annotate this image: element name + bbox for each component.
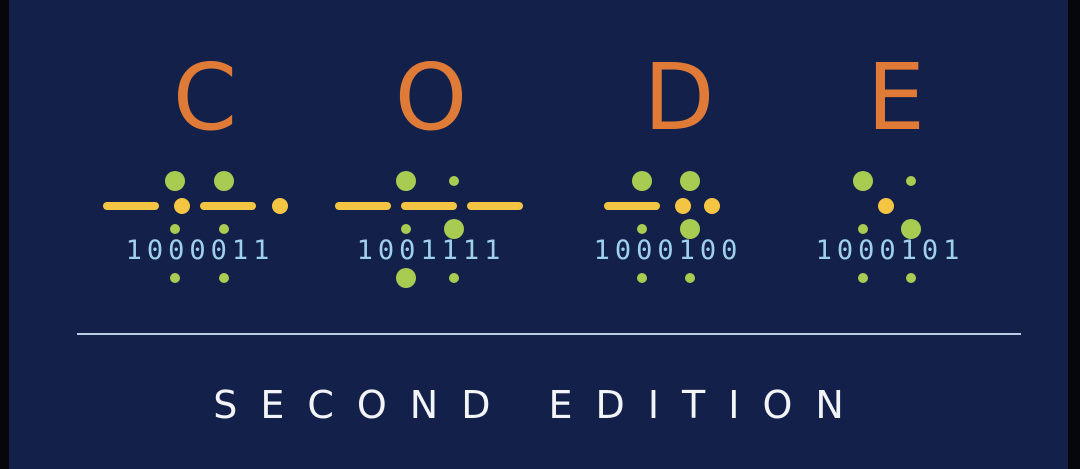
morse-dots-dashes xyxy=(103,171,921,288)
morse-group-o xyxy=(335,171,523,288)
binary-code-c: 1000011 xyxy=(125,235,275,266)
morse-group-d xyxy=(604,171,720,283)
morse-group-e xyxy=(853,171,921,283)
binary-code-e: 1000101 xyxy=(815,235,965,266)
title-letter-c: C xyxy=(172,44,238,151)
morse-group-c xyxy=(103,171,288,283)
edition-subtitle: SECOND EDITION xyxy=(213,383,867,427)
binary-code-d: 1000100 xyxy=(593,235,743,266)
divider-line xyxy=(77,333,1021,335)
title-letter-d: D xyxy=(643,44,715,151)
book-cover: C O D E xyxy=(9,0,1068,469)
title-letter-o: O xyxy=(394,44,468,151)
title-letter-e: E xyxy=(866,44,926,151)
right-edge xyxy=(1068,0,1080,469)
binary-code-o: 1001111 xyxy=(356,235,506,266)
left-edge xyxy=(0,0,9,469)
